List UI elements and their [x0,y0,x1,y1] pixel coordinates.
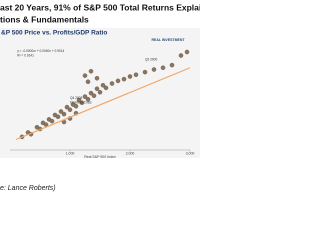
point [85,79,91,85]
point [91,93,97,99]
point [115,78,121,84]
logo: REAL INVESTMENT [152,38,186,42]
trend-line [15,67,191,141]
point [127,74,133,79]
point [82,73,88,78]
point [109,81,115,86]
point [178,53,184,58]
point [160,65,166,71]
annotation: y = -0.0000x² + 0.0040x + 0.9014 [17,49,64,53]
point [67,107,73,113]
point [88,69,94,74]
point [79,100,85,106]
point [169,62,175,68]
point [88,90,94,96]
point [94,86,100,92]
point [100,83,106,88]
point [133,72,139,78]
point [97,90,103,95]
point [49,118,55,124]
point [61,111,67,117]
x-tick-label: 1,000 [66,151,75,155]
x-axis-label: Real S&P 500 Index [84,155,116,159]
x-tick-label: 2,000 [126,151,135,155]
point [151,67,157,72]
point [142,69,148,75]
point [82,94,88,99]
point [58,109,64,114]
point [94,76,100,81]
chart: ast 20 Years, 91% of S&P 500 Total Retur… [0,2,200,192]
point [55,114,61,120]
point [184,49,190,55]
point [73,104,79,109]
annotation: Q4 2008 [70,96,82,100]
point [76,97,82,103]
source: e: Lance Roberts) [0,185,56,192]
annotation: Financial Crisis [70,101,92,105]
subtitle: tions & Fundamentals [0,14,89,24]
x-tick-label: 3,000 [186,151,195,155]
title: ast 20 Years, 91% of S&P 500 Total Retur… [0,2,200,12]
point [85,97,91,102]
chart-title: &P 500 Price vs. Profits/GDP Ratio [1,30,107,37]
point [103,85,109,91]
point [64,104,70,110]
annotation: Q2 2000 [145,58,157,62]
point [121,76,127,82]
annotation: R² = 0.9141 [17,53,34,57]
